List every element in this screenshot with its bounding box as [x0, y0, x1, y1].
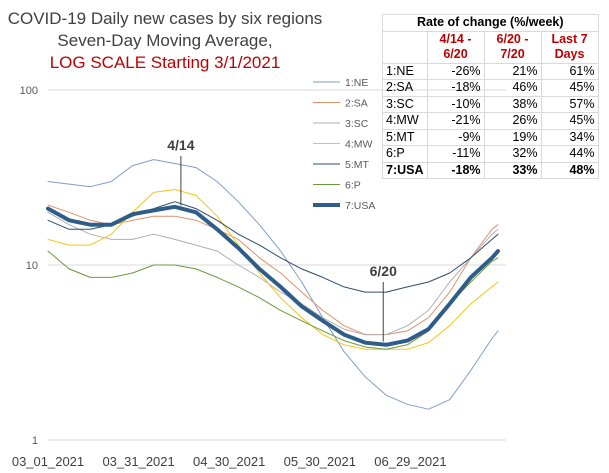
- rate-table-value: 44%: [540, 145, 599, 163]
- rate-table-header-1: 4/14 -6/20: [426, 30, 485, 64]
- series-line-7-usa: [46, 204, 500, 347]
- rate-table-row: 7:USA -18% 33% 48%: [382, 161, 599, 179]
- chart-title-line-1: COVID-19 Daily new cases by six regions: [7, 9, 323, 28]
- rate-table-region-label: 1:NE: [382, 62, 428, 80]
- chart-axes: 1 10 100 03_01_2021 03_31_2021 04_30_2021 05_3…: [12, 85, 447, 469]
- rate-table-row: 1:NE -26% 21% 61%: [382, 62, 599, 80]
- rate-of-change-table: Rate of change (%/week) 4/14 -6/20 6/20 …: [382, 14, 599, 179]
- rate-table-value: 45%: [540, 79, 599, 97]
- chart-annotations: 4/14 6/20: [167, 137, 397, 342]
- chart-legend: 1:NE 2:SA 3:SC 4:MW 5:MT 6:P 7:USA: [313, 77, 375, 212]
- legend-entry-label: 3:SC: [345, 118, 369, 130]
- chart-title-line-2: Seven-Day Moving Average,: [57, 31, 273, 50]
- y-tick-label: 10: [26, 260, 38, 272]
- rate-table-corner-2: [382, 47, 428, 64]
- rate-table-value: 26%: [483, 112, 542, 130]
- rate-table-region-label: 4:MW: [382, 112, 428, 130]
- rate-table-value: 21%: [483, 62, 542, 80]
- y-tick-label: 1: [32, 435, 38, 447]
- rate-table-value: 34%: [540, 128, 599, 146]
- legend-entry-label: 5:MT: [345, 159, 370, 171]
- series-line-6-p: [47, 250, 499, 350]
- rate-table-value: 46%: [483, 79, 542, 97]
- rate-table-value: -10%: [426, 95, 485, 113]
- chart-title-line-3: LOG SCALE Starting 3/1/2021: [49, 53, 281, 72]
- rate-table-title: Rate of change (%/week): [382, 14, 599, 32]
- rate-table-value: 61%: [540, 62, 599, 80]
- rate-table-value: -21%: [426, 112, 485, 130]
- rate-table-value: 48%: [540, 161, 599, 179]
- rate-table-value: 33%: [483, 161, 542, 179]
- series-line-2-sa: [47, 204, 499, 336]
- x-tick-label: 05_30_2021: [284, 454, 356, 469]
- legend-entry-label: 7:USA: [345, 200, 375, 212]
- x-tick-label: 03_01_2021: [12, 454, 84, 469]
- rate-table-region-label: 2:SA: [382, 79, 428, 97]
- annotation-label: 4/14: [167, 137, 194, 153]
- rate-table-value: 19%: [483, 128, 542, 146]
- rate-table-value: 57%: [540, 95, 599, 113]
- rate-table-corner: [382, 30, 428, 47]
- x-tick-label: 06_29_2021: [374, 454, 446, 469]
- series-line-3-sc: [47, 211, 499, 336]
- annotation-label: 6/20: [370, 263, 397, 279]
- x-tick-label: 04_30_2021: [193, 454, 265, 469]
- rate-table-header-3: Last 7 Days: [540, 30, 599, 64]
- rate-table-header-2: 6/20 -7/20: [483, 30, 542, 64]
- rate-table-value: -9%: [426, 128, 485, 146]
- rate-table-row: 2:SA -18% 46% 45%: [382, 79, 599, 97]
- rate-table-row: 6:P -11% 32% 44%: [382, 145, 599, 163]
- legend-entry-label: 2:SA: [345, 98, 368, 110]
- rate-table-value: 32%: [483, 145, 542, 163]
- x-tick-label: 03_31_2021: [102, 454, 174, 469]
- rate-table-value: -26%: [426, 62, 485, 80]
- y-tick-label: 100: [20, 85, 38, 97]
- rate-table-region-label: 5:MT: [382, 128, 428, 146]
- rate-table-row: 3:SC -10% 38% 57%: [382, 95, 599, 113]
- series-line-1-ne: [47, 159, 499, 410]
- legend-entry-label: 4:MW: [345, 139, 373, 151]
- rate-table-value: -18%: [426, 161, 485, 179]
- legend-entry-label: 1:NE: [345, 77, 368, 89]
- rate-table-value: 38%: [483, 95, 542, 113]
- rate-table-region-label: 7:USA: [382, 161, 428, 179]
- rate-table-value: 45%: [540, 112, 599, 130]
- rate-table-region-label: 6:P: [382, 145, 428, 163]
- legend-entry-label: 6:P: [345, 180, 361, 192]
- rate-table-value: -11%: [426, 145, 485, 163]
- chart-series: [46, 159, 500, 410]
- rate-table-value: -18%: [426, 79, 485, 97]
- rate-table-row: 5:MT -9% 19% 34%: [382, 128, 599, 146]
- rate-table-region-label: 3:SC: [382, 95, 428, 113]
- rate-table-row: 4:MW -21% 26% 45%: [382, 112, 599, 130]
